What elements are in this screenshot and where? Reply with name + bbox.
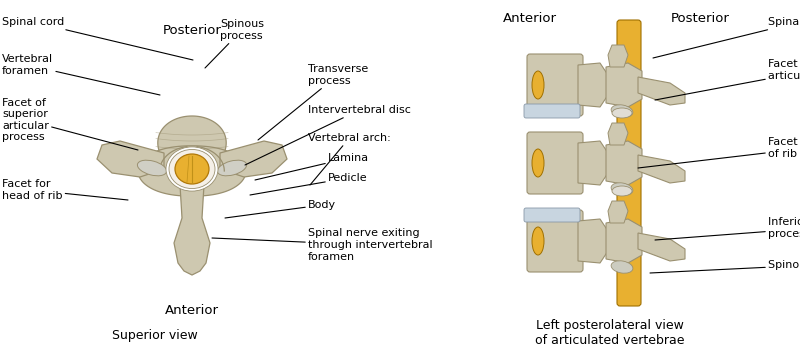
Polygon shape bbox=[608, 45, 628, 67]
Polygon shape bbox=[97, 141, 164, 177]
FancyBboxPatch shape bbox=[527, 132, 583, 194]
Text: Anterior: Anterior bbox=[503, 11, 557, 24]
Text: Inferior articular
process: Inferior articular process bbox=[655, 217, 800, 240]
Text: Spinous
process: Spinous process bbox=[205, 19, 264, 68]
Text: Left posterolateral view
of articulated vertebrae: Left posterolateral view of articulated … bbox=[535, 319, 685, 347]
Text: Intervertebral disc: Intervertebral disc bbox=[245, 105, 411, 165]
Ellipse shape bbox=[612, 108, 632, 118]
Polygon shape bbox=[578, 219, 608, 263]
Text: Spinous process: Spinous process bbox=[650, 260, 800, 273]
Polygon shape bbox=[606, 141, 642, 185]
Text: Spinal cord: Spinal cord bbox=[653, 17, 800, 58]
Polygon shape bbox=[606, 63, 642, 107]
Ellipse shape bbox=[611, 261, 633, 273]
FancyBboxPatch shape bbox=[617, 20, 641, 306]
Text: Body: Body bbox=[225, 200, 336, 218]
FancyBboxPatch shape bbox=[524, 104, 580, 118]
Polygon shape bbox=[138, 146, 246, 196]
Text: Spinal cord: Spinal cord bbox=[2, 17, 193, 60]
Ellipse shape bbox=[175, 154, 209, 184]
Text: Facet for
head of rib: Facet for head of rib bbox=[2, 179, 128, 201]
Text: Anterior: Anterior bbox=[165, 303, 219, 316]
Polygon shape bbox=[638, 233, 685, 261]
Ellipse shape bbox=[611, 183, 633, 195]
Text: Superior view: Superior view bbox=[112, 329, 198, 341]
Text: Facet for head
of rib: Facet for head of rib bbox=[638, 137, 800, 168]
Ellipse shape bbox=[532, 149, 544, 177]
Ellipse shape bbox=[166, 147, 218, 191]
Text: Transverse
process: Transverse process bbox=[258, 64, 368, 140]
Text: Lamina: Lamina bbox=[255, 153, 369, 180]
Polygon shape bbox=[638, 77, 685, 105]
Polygon shape bbox=[608, 123, 628, 145]
Text: Posterior: Posterior bbox=[162, 24, 222, 37]
Polygon shape bbox=[220, 141, 287, 177]
Ellipse shape bbox=[612, 186, 632, 196]
Text: Facet of superior
articular process: Facet of superior articular process bbox=[655, 59, 800, 100]
Ellipse shape bbox=[532, 71, 544, 99]
Polygon shape bbox=[638, 155, 685, 183]
Ellipse shape bbox=[611, 105, 633, 117]
Text: Vertebral
foramen: Vertebral foramen bbox=[2, 54, 160, 95]
Polygon shape bbox=[174, 185, 210, 275]
FancyBboxPatch shape bbox=[527, 210, 583, 272]
Ellipse shape bbox=[169, 149, 215, 189]
Text: Facet of
superior
articular
process: Facet of superior articular process bbox=[2, 97, 138, 150]
Ellipse shape bbox=[138, 160, 166, 176]
Ellipse shape bbox=[532, 227, 544, 255]
FancyBboxPatch shape bbox=[524, 208, 580, 222]
Text: Pedicle: Pedicle bbox=[250, 173, 368, 195]
Polygon shape bbox=[158, 116, 226, 174]
Polygon shape bbox=[578, 141, 608, 185]
Polygon shape bbox=[608, 201, 628, 223]
Polygon shape bbox=[578, 63, 608, 107]
Text: Posterior: Posterior bbox=[670, 11, 730, 24]
Text: Vertebral arch:: Vertebral arch: bbox=[308, 133, 390, 185]
FancyBboxPatch shape bbox=[527, 54, 583, 116]
Text: Spinal nerve exiting
through intervertebral
foramen: Spinal nerve exiting through interverteb… bbox=[212, 228, 433, 262]
Polygon shape bbox=[606, 219, 642, 263]
Ellipse shape bbox=[218, 160, 246, 176]
